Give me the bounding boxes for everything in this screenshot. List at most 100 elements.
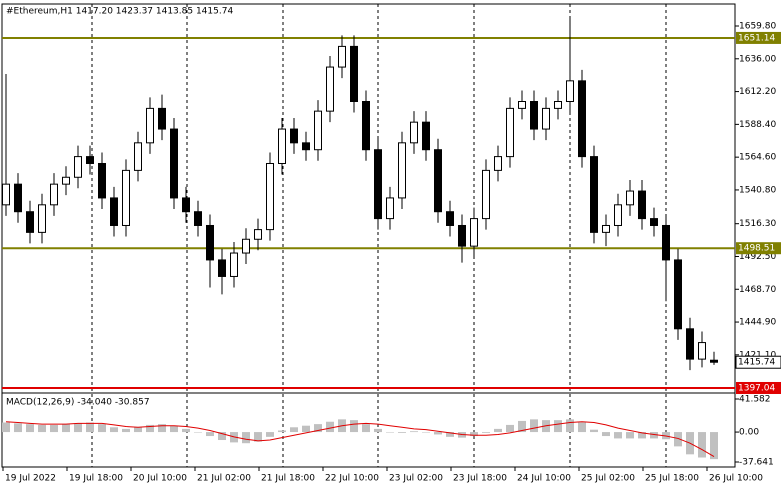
macd-bar — [674, 432, 682, 447]
macd-bar — [350, 420, 358, 433]
level-tag — [736, 381, 781, 394]
candle-body — [590, 156, 598, 233]
candle-body — [650, 218, 658, 226]
macd-bar — [278, 430, 286, 433]
candle-body — [62, 176, 70, 185]
macd-bar — [266, 432, 274, 437]
macd-bar — [158, 424, 166, 433]
candle-body — [506, 107, 514, 158]
macd-bar — [386, 432, 394, 433]
candle-body — [350, 45, 358, 103]
macd-bar — [638, 432, 646, 439]
candle-body — [638, 190, 646, 220]
macd-bar — [566, 419, 574, 433]
candle-body — [626, 190, 634, 206]
candle-body — [230, 252, 238, 277]
macd-bar — [554, 420, 562, 433]
candle-body — [326, 66, 334, 112]
x-tick-label: 23 Jul 02:00 — [389, 474, 443, 484]
candle-body — [254, 229, 262, 240]
candle-body — [170, 128, 178, 199]
candle-body — [206, 224, 214, 261]
candle-body — [26, 211, 34, 233]
x-tick-label: 22 Jul 10:00 — [325, 474, 379, 484]
x-tick-label: 26 Jul 10:00 — [709, 474, 763, 484]
macd-signal — [5, 421, 715, 458]
macd-bar — [26, 424, 34, 433]
candle-body — [74, 156, 82, 178]
candle-body — [374, 149, 382, 220]
macd-bar — [98, 424, 106, 433]
candle-body — [662, 224, 670, 261]
macd-bar — [470, 432, 478, 437]
level-tag — [736, 242, 781, 255]
macd-bar — [626, 432, 634, 439]
candle-body — [278, 128, 286, 164]
candle-body — [266, 162, 274, 231]
candle-body — [434, 149, 442, 213]
candle-body — [50, 183, 58, 206]
candle-body — [470, 218, 478, 247]
macd-bar — [650, 432, 658, 439]
candle-body — [554, 101, 562, 109]
candle-body — [518, 101, 526, 109]
y-tick-label: 1612.20 — [739, 87, 776, 97]
candle-body — [194, 211, 202, 226]
candle-body — [362, 101, 370, 151]
candle-body — [398, 142, 406, 199]
y-tick-label: 1588.40 — [739, 120, 776, 130]
y-tick-label: 1636.00 — [739, 54, 776, 64]
candle-body — [566, 80, 574, 103]
macd-bar — [146, 424, 154, 433]
macd-bar — [518, 420, 526, 433]
macd-bar — [134, 427, 142, 433]
macd-bar — [698, 432, 706, 458]
candle-body — [494, 156, 502, 171]
candle-body — [614, 204, 622, 226]
candle-body — [2, 183, 10, 206]
candle-body — [110, 197, 118, 226]
macd-bar — [530, 419, 538, 433]
macd-bar — [62, 424, 70, 433]
y-tick-label: 1468.70 — [739, 285, 776, 295]
x-tick-label: 20 Jul 10:00 — [133, 474, 187, 484]
macd-label: MACD(12,26,9) -34.040 -30.857 — [6, 398, 150, 408]
y-tick-label: 1444.90 — [739, 318, 776, 328]
candle-body — [182, 197, 190, 213]
chart-title: #Ethereum,H1 1417.20 1423.37 1413.85 141… — [6, 7, 233, 17]
macd-bar — [74, 423, 82, 433]
x-tick-label: 25 Jul 18:00 — [645, 474, 699, 484]
y-tick-label: 1659.80 — [739, 22, 776, 32]
x-tick-label: 19 Jul 2022 — [5, 474, 56, 484]
y-tick-label: 1564.60 — [739, 153, 776, 163]
candle-body — [38, 204, 46, 233]
candle-body — [482, 169, 490, 220]
x-tick-label: 19 Jul 18:00 — [69, 474, 123, 484]
x-tick-label: 25 Jul 02:00 — [581, 474, 635, 484]
candle-body — [302, 142, 310, 151]
candle-body — [122, 169, 130, 226]
candle-body — [158, 107, 166, 130]
macd-y-tick-label: 41.582 — [739, 395, 771, 405]
macd-bar — [218, 432, 226, 441]
x-tick-label: 21 Jul 18:00 — [261, 474, 315, 484]
candle-body — [578, 80, 586, 158]
candle-body — [530, 101, 538, 130]
macd-bar — [362, 424, 370, 433]
macd-bar — [446, 432, 454, 437]
candle-body — [218, 259, 226, 277]
macd-bar — [494, 428, 502, 433]
candle-body — [710, 359, 718, 363]
candle-body — [86, 156, 94, 164]
macd-bar — [122, 428, 130, 433]
candle-body — [446, 211, 454, 226]
macd-bar — [50, 424, 58, 433]
candle-body — [242, 238, 250, 254]
x-tick-label: 23 Jul 18:00 — [453, 474, 507, 484]
macd-bar — [242, 432, 250, 444]
plot-frame — [1, 3, 736, 468]
macd-bar — [206, 432, 214, 437]
candle-body — [290, 128, 298, 144]
candle-body — [410, 121, 418, 144]
